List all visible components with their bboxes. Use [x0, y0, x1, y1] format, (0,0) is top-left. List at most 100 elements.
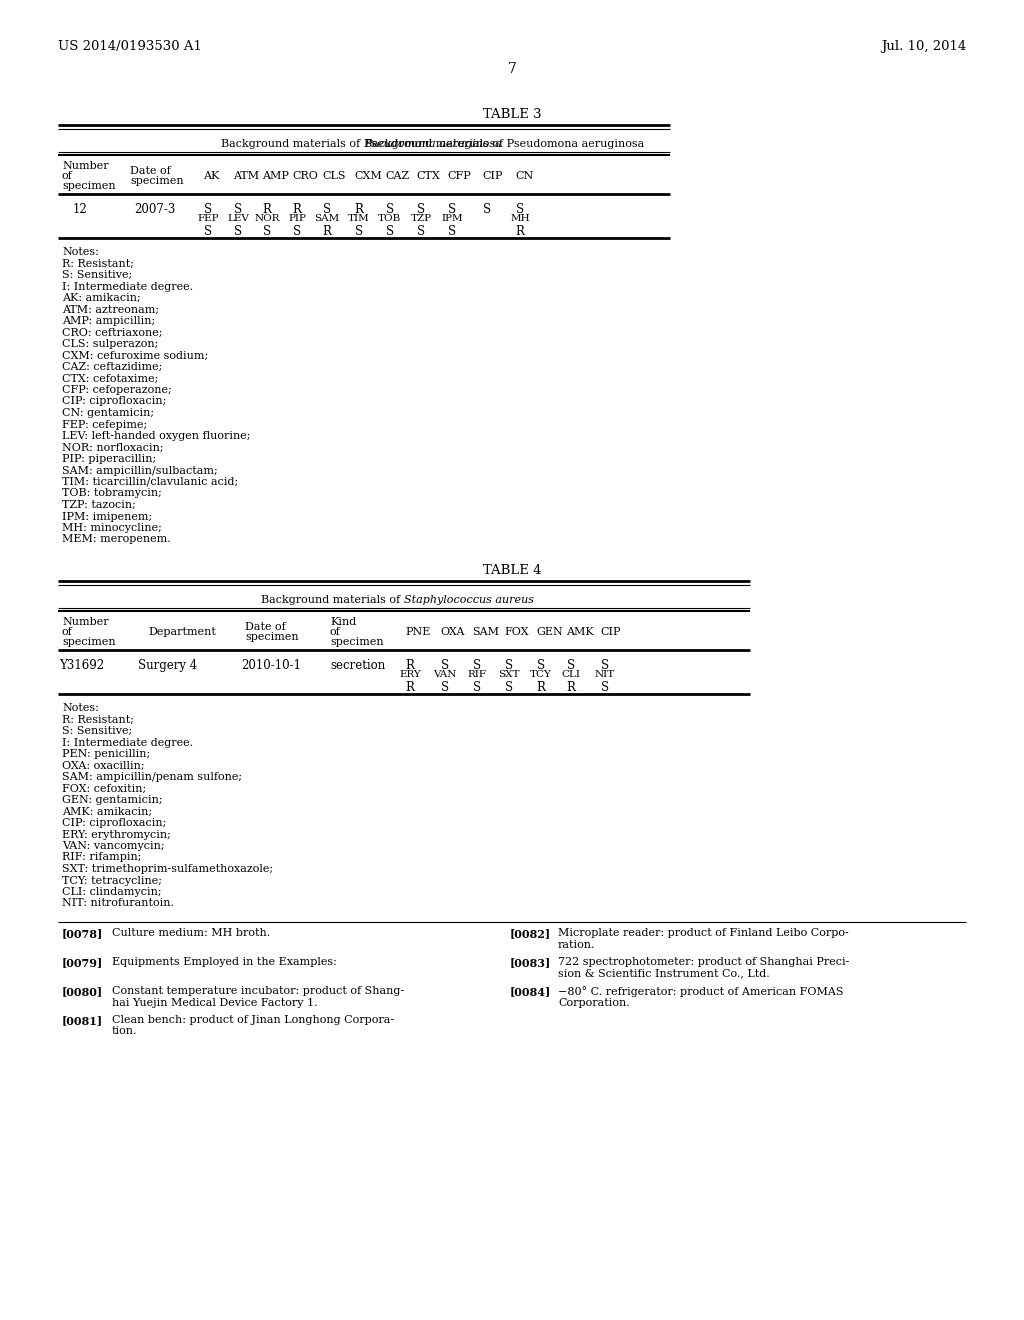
Text: PIP: piperacillin;: PIP: piperacillin;: [62, 454, 157, 465]
Text: FEP: cefepime;: FEP: cefepime;: [62, 420, 147, 429]
Text: R: R: [406, 681, 415, 694]
Text: S: S: [263, 224, 271, 238]
Text: R: R: [354, 203, 364, 216]
Text: R: R: [515, 224, 524, 238]
Text: CN: gentamicin;: CN: gentamicin;: [62, 408, 155, 418]
Text: S: Sensitive;: S: Sensitive;: [62, 726, 132, 737]
Text: CTX: cefotaxime;: CTX: cefotaxime;: [62, 374, 159, 384]
Text: Clean bench: product of Jinan Longhong Corpora-: Clean bench: product of Jinan Longhong C…: [112, 1015, 394, 1026]
Text: CLS: CLS: [322, 172, 345, 181]
Text: CXM: CXM: [354, 172, 382, 181]
Text: PIP: PIP: [288, 214, 306, 223]
Text: R: R: [323, 224, 332, 238]
Text: Microplate reader: product of Finland Leibo Corpo-: Microplate reader: product of Finland Le…: [558, 928, 849, 939]
Text: S: S: [386, 203, 394, 216]
Text: RIF: rifampin;: RIF: rifampin;: [62, 853, 141, 862]
Text: CAZ: ceftazidime;: CAZ: ceftazidime;: [62, 362, 163, 372]
Text: S: S: [204, 203, 212, 216]
Text: FOX: cefoxitin;: FOX: cefoxitin;: [62, 784, 146, 793]
Text: [0079]: [0079]: [62, 957, 103, 968]
Text: FEP: FEP: [198, 214, 219, 223]
Text: AK: AK: [203, 172, 219, 181]
Text: TABLE 3: TABLE 3: [482, 108, 542, 121]
Text: S: S: [233, 224, 242, 238]
Text: OXA: OXA: [440, 627, 464, 638]
Text: PNE: PNE: [406, 627, 430, 638]
Text: S: S: [505, 681, 513, 694]
Text: ATM: ATM: [233, 172, 259, 181]
Text: OXA: oxacillin;: OXA: oxacillin;: [62, 760, 144, 771]
Text: ATM: aztreonam;: ATM: aztreonam;: [62, 305, 159, 314]
Text: 12: 12: [73, 203, 87, 216]
Text: S: S: [537, 659, 545, 672]
Text: Department: Department: [148, 627, 216, 638]
Text: S: S: [417, 224, 425, 238]
Text: SAM: ampicillin/sulbactam;: SAM: ampicillin/sulbactam;: [62, 466, 218, 475]
Text: CLI: CLI: [561, 671, 581, 678]
Text: Date of: Date of: [130, 166, 171, 176]
Text: tion.: tion.: [112, 1027, 137, 1036]
Text: SXT: SXT: [499, 671, 520, 678]
Text: Staphylococcus aureus: Staphylococcus aureus: [404, 595, 534, 605]
Text: CLI: clindamycin;: CLI: clindamycin;: [62, 887, 162, 898]
Text: AMK: AMK: [566, 627, 594, 638]
Text: S: S: [567, 659, 575, 672]
Text: AMP: ampicillin;: AMP: ampicillin;: [62, 315, 156, 326]
Text: SAM: SAM: [472, 627, 499, 638]
Text: R: Resistant;: R: Resistant;: [62, 714, 134, 725]
Text: S: S: [386, 224, 394, 238]
Text: specimen: specimen: [130, 176, 183, 186]
Text: TZP: tazocin;: TZP: tazocin;: [62, 500, 136, 510]
Text: Background materials of: Background materials of: [261, 595, 404, 605]
Text: specimen: specimen: [330, 638, 384, 647]
Text: S: S: [323, 203, 331, 216]
Text: IPM: IPM: [441, 214, 463, 223]
Text: Number: Number: [62, 616, 109, 627]
Text: MH: minocycline;: MH: minocycline;: [62, 523, 162, 533]
Text: Kind: Kind: [330, 616, 356, 627]
Text: S: S: [355, 224, 364, 238]
Text: CIP: CIP: [600, 627, 621, 638]
Text: MEM: meropenem.: MEM: meropenem.: [62, 535, 171, 544]
Text: 7: 7: [508, 62, 516, 77]
Text: S: S: [505, 659, 513, 672]
Text: S: S: [447, 203, 456, 216]
Text: S: S: [293, 224, 301, 238]
Text: Notes:: Notes:: [62, 247, 99, 257]
Text: of: of: [330, 627, 341, 638]
Text: TIM: TIM: [348, 214, 370, 223]
Text: [0081]: [0081]: [62, 1015, 103, 1026]
Text: 2010-10-1: 2010-10-1: [241, 659, 301, 672]
Text: CRO: CRO: [292, 172, 317, 181]
Text: 2007-3: 2007-3: [134, 203, 176, 216]
Text: of: of: [62, 627, 73, 638]
Text: specimen: specimen: [62, 181, 116, 191]
Text: CLS: sulperazon;: CLS: sulperazon;: [62, 339, 159, 348]
Text: FOX: FOX: [504, 627, 528, 638]
Text: R: R: [262, 203, 271, 216]
Text: CFP: CFP: [447, 172, 471, 181]
Text: Date of: Date of: [245, 622, 286, 632]
Text: Background materials of Pseudomona aeruginosa: Background materials of Pseudomona aerug…: [364, 139, 644, 149]
Text: NIT: nitrofurantoin.: NIT: nitrofurantoin.: [62, 899, 174, 908]
Text: VAN: vancomycin;: VAN: vancomycin;: [62, 841, 165, 851]
Text: CFP: cefoperazone;: CFP: cefoperazone;: [62, 385, 172, 395]
Text: S: S: [601, 681, 609, 694]
Text: secretion: secretion: [331, 659, 386, 672]
Text: AK: amikacin;: AK: amikacin;: [62, 293, 140, 304]
Text: NOR: norfloxacin;: NOR: norfloxacin;: [62, 442, 164, 453]
Text: SAM: SAM: [314, 214, 340, 223]
Text: ERY: erythromycin;: ERY: erythromycin;: [62, 829, 171, 840]
Text: R: R: [537, 681, 546, 694]
Text: TCY: TCY: [530, 671, 552, 678]
Text: S: S: [516, 203, 524, 216]
Text: CTX: CTX: [416, 172, 439, 181]
Text: CIP: ciprofloxacin;: CIP: ciprofloxacin;: [62, 818, 166, 828]
Text: hai Yuejin Medical Device Factory 1.: hai Yuejin Medical Device Factory 1.: [112, 998, 317, 1007]
Text: S: S: [233, 203, 242, 216]
Text: R: Resistant;: R: Resistant;: [62, 259, 134, 268]
Text: IPM: imipenem;: IPM: imipenem;: [62, 511, 153, 521]
Text: Number: Number: [62, 161, 109, 172]
Text: S: S: [473, 659, 481, 672]
Text: CXM: cefuroxime sodium;: CXM: cefuroxime sodium;: [62, 351, 208, 360]
